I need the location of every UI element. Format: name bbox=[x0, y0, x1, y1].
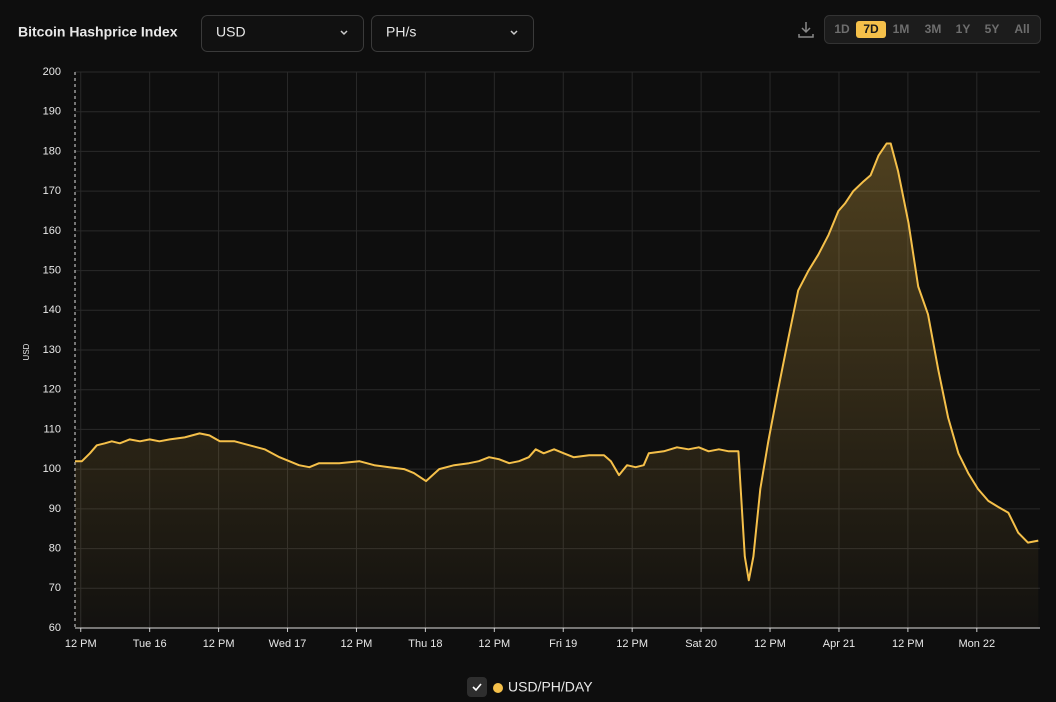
x-tick-label: Thu 18 bbox=[408, 638, 442, 650]
range-button[interactable]: All bbox=[1014, 22, 1029, 36]
currency-value: USD bbox=[216, 24, 246, 40]
range-button[interactable]: 3M bbox=[925, 22, 942, 36]
y-tick-label: 190 bbox=[43, 106, 61, 118]
y-tick-label: 70 bbox=[49, 582, 61, 594]
range-button[interactable]: 1M bbox=[893, 22, 910, 36]
y-tick-label: 160 bbox=[43, 225, 61, 237]
x-tick-label: 12 PM bbox=[341, 638, 373, 650]
unit-dropdown[interactable] bbox=[371, 15, 534, 52]
legend-checkbox[interactable] bbox=[467, 677, 487, 697]
dropdown-arrow bbox=[340, 30, 348, 36]
x-tick-label: Fri 19 bbox=[549, 638, 577, 650]
x-tick-label: 12 PM bbox=[65, 638, 97, 650]
y-tick-label: 150 bbox=[43, 264, 61, 276]
download-button[interactable] bbox=[798, 22, 814, 38]
range-button[interactable]: 5Y bbox=[985, 22, 1000, 36]
range-button[interactable]: 7D bbox=[863, 22, 879, 36]
x-tick-label: Wed 17 bbox=[269, 638, 307, 650]
x-tick-label: Tue 16 bbox=[133, 638, 167, 650]
x-tick-label: 12 PM bbox=[203, 638, 235, 650]
y-tick-label: 120 bbox=[43, 384, 61, 396]
y-tick-label: 180 bbox=[43, 145, 61, 157]
checkmark bbox=[472, 683, 482, 692]
y-tick-label: 140 bbox=[43, 304, 61, 316]
x-tick-label: 12 PM bbox=[616, 638, 648, 650]
area bbox=[75, 143, 1039, 628]
x-tick-label: Sat 20 bbox=[685, 638, 717, 650]
y-tick-label: 200 bbox=[43, 66, 61, 78]
y-tick-label: 80 bbox=[49, 542, 61, 554]
range-button[interactable]: 1D bbox=[834, 22, 850, 36]
unit-value: PH/s bbox=[386, 24, 416, 40]
legend-label[interactable]: USD/PH/DAY bbox=[508, 679, 593, 695]
y-tick-label: 170 bbox=[43, 185, 61, 197]
line bbox=[75, 142, 1039, 582]
y-tick-label: 130 bbox=[43, 344, 61, 356]
currency-dropdown[interactable] bbox=[201, 15, 364, 52]
y-axis-label: USD bbox=[22, 343, 31, 360]
x-tick-label: Apr 21 bbox=[823, 638, 855, 650]
range-active bbox=[856, 21, 886, 38]
y-tick-label: 110 bbox=[43, 423, 61, 435]
title: Bitcoin Hashprice Index bbox=[18, 24, 178, 40]
y-tick-label: 90 bbox=[49, 503, 61, 515]
dropdown-arrow bbox=[510, 30, 518, 36]
x-tick-label: 12 PM bbox=[478, 638, 510, 650]
x-tick-label: 12 PM bbox=[892, 638, 924, 650]
legend-swatch bbox=[493, 683, 503, 693]
range-button[interactable]: 1Y bbox=[956, 22, 971, 36]
x-tick-label: 12 PM bbox=[754, 638, 786, 650]
y-tick-label: 60 bbox=[49, 622, 61, 634]
x-tick-label: Mon 22 bbox=[958, 638, 995, 650]
y-tick-label: 100 bbox=[43, 463, 61, 475]
